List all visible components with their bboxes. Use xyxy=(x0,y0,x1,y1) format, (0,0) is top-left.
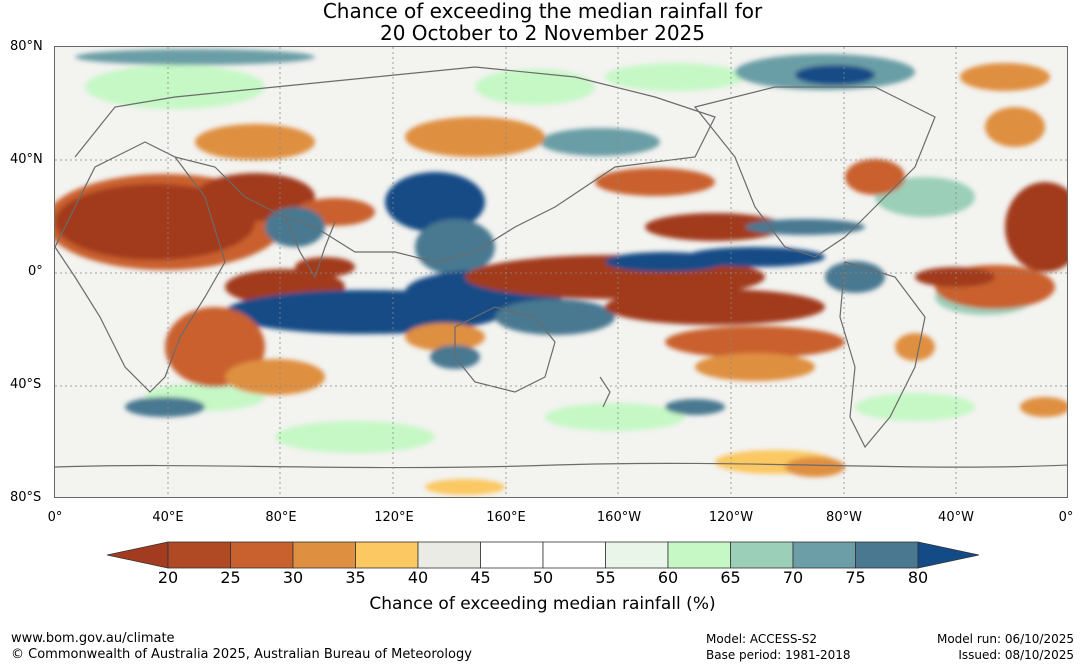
lon-label-40w: 40°W xyxy=(938,510,974,525)
lon-label-40e: 40°E xyxy=(152,510,184,525)
colorbar-arrow-low xyxy=(107,541,169,569)
colorbar-tick-label: 35 xyxy=(345,568,366,587)
footer-copyright: © Commonwealth of Australia 2025, Austra… xyxy=(11,647,472,662)
footer-url: www.bom.gov.au/climate xyxy=(11,631,175,646)
footer-base-period: Base period: 1981-2018 xyxy=(706,648,851,662)
lon-label-160w: 160°W xyxy=(596,510,642,525)
colorbar-tick-label: 65 xyxy=(720,568,741,587)
colorbar-title: Chance of exceeding median rainfall (%) xyxy=(369,594,716,614)
rainfall-probability-map xyxy=(54,46,1068,498)
colorbar-tick-label: 20 xyxy=(157,568,179,587)
colorbar-tick-label: 50 xyxy=(532,568,554,587)
colorbar-tick-label: 70 xyxy=(782,568,804,587)
colorbar-segment xyxy=(417,541,481,569)
colorbar-segment xyxy=(542,541,606,569)
lon-label-160e: 160°E xyxy=(486,510,526,525)
lat-label-40s: 40°S xyxy=(10,377,42,392)
lat-label-40n: 40°N xyxy=(10,152,43,167)
colorbar-segment xyxy=(667,541,731,569)
lon-label-120w: 120°W xyxy=(708,510,754,525)
colorbar-tick-label: 25 xyxy=(220,568,241,587)
footer-run-info: Model run: 06/10/2025 Issued: 08/10/2025 xyxy=(937,631,1074,663)
footer-issued: Issued: 08/10/2025 xyxy=(958,648,1074,662)
graticule xyxy=(55,47,1067,497)
colorbar-segment xyxy=(480,541,544,569)
probability-field xyxy=(55,49,1067,495)
title-line-2: 20 October to 2 November 2025 xyxy=(379,21,706,45)
lon-label-120e: 120°E xyxy=(374,510,414,525)
colorbar-segment xyxy=(855,541,919,569)
colorbar-tick-label: 45 xyxy=(470,568,491,587)
colorbar-segment xyxy=(355,541,419,569)
colorbar-segment xyxy=(292,541,356,569)
map-svg xyxy=(55,47,1067,497)
lat-label-0: 0° xyxy=(28,264,43,279)
lon-label-80w: 80°W xyxy=(826,510,862,525)
colorbar-segment xyxy=(730,541,794,569)
colorbar-tick-label: 40 xyxy=(407,568,429,587)
lat-label-80s: 80°S xyxy=(10,490,42,505)
colorbar-tick-label: 80 xyxy=(907,568,929,587)
lat-label-80n: 80°N xyxy=(10,39,43,54)
lon-label-80e: 80°E xyxy=(265,510,297,525)
lon-label-0-end: 0° xyxy=(1058,510,1074,525)
footer-model-run: Model run: 06/10/2025 xyxy=(936,632,1074,646)
colorbar-segment xyxy=(792,541,856,569)
map-title: Chance of exceeding the median rainfall … xyxy=(0,0,1085,44)
colorbar-tick-label: 55 xyxy=(595,568,616,587)
colorbar xyxy=(107,541,979,569)
colorbar-arrow-high xyxy=(917,541,979,569)
colorbar-segment xyxy=(167,541,231,569)
colorbar-tick-label: 30 xyxy=(282,568,304,587)
colorbar-tick-label: 75 xyxy=(845,568,866,587)
footer-left: www.bom.gov.au/climate © Commonwealth of… xyxy=(11,631,472,663)
lon-label-0: 0° xyxy=(47,510,63,525)
coastlines xyxy=(55,66,1067,469)
colorbar-segment xyxy=(230,541,294,569)
footer-model: Model: ACCESS-S2 xyxy=(706,632,818,646)
footer-model-info: Model: ACCESS-S2 Base period: 1981-2018 xyxy=(706,631,851,663)
colorbar-segment xyxy=(605,541,669,569)
title-line-1: Chance of exceeding the median rainfall … xyxy=(322,0,763,23)
colorbar-tick-label: 60 xyxy=(657,568,679,587)
